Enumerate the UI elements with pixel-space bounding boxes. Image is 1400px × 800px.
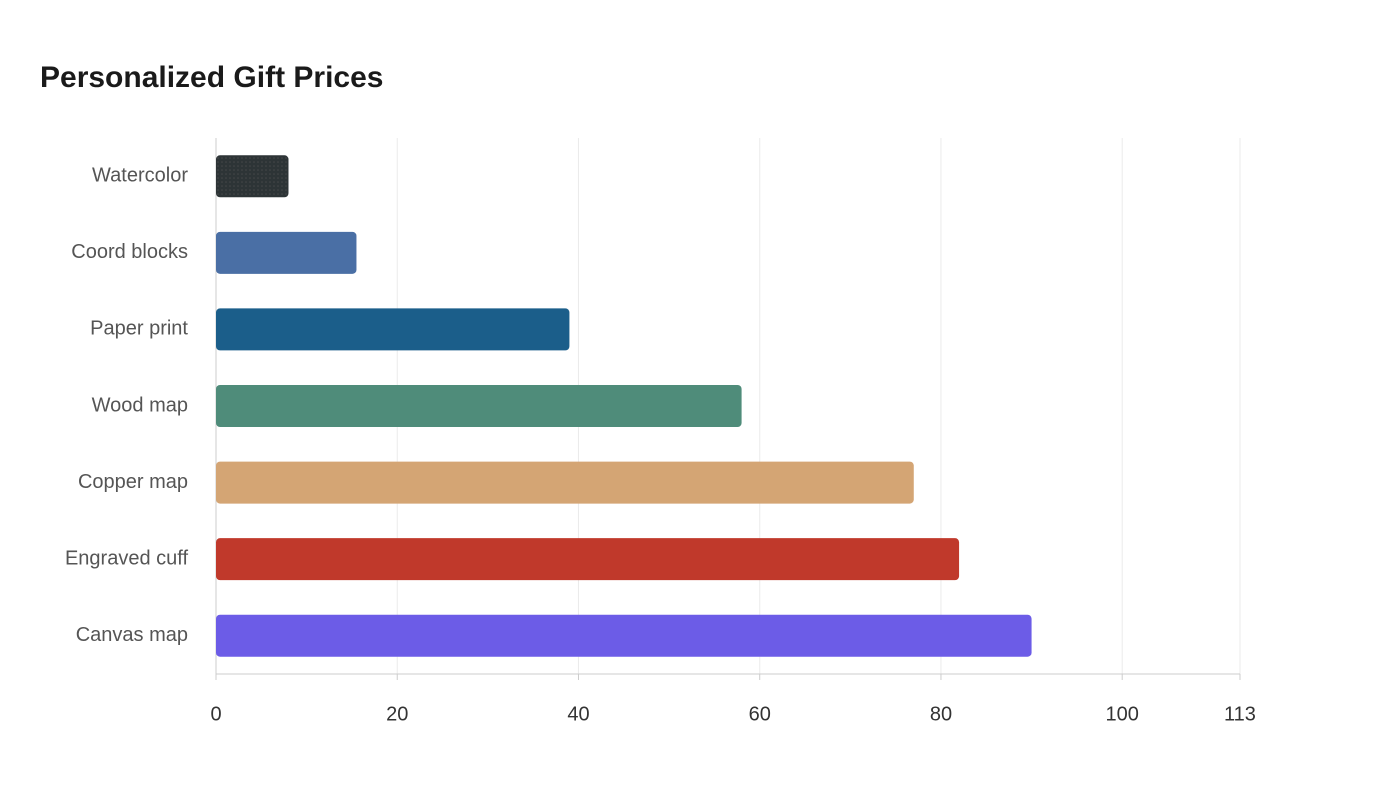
y-tick-label: Canvas map <box>76 624 188 646</box>
bar <box>216 231 357 274</box>
x-tick-label: 40 <box>567 703 589 725</box>
bar <box>216 461 914 504</box>
y-tick-label: Wood map <box>92 394 188 416</box>
y-tick-label: Engraved cuff <box>65 547 188 569</box>
x-tick-label: 80 <box>930 703 952 725</box>
y-tick-label: Coord blocks <box>71 241 188 263</box>
y-tick-label: Paper print <box>90 318 188 340</box>
bar-pattern <box>216 155 289 198</box>
y-tick-label: Watercolor <box>92 165 188 187</box>
x-tick-label: 60 <box>749 703 771 725</box>
bar <box>216 385 742 427</box>
bar <box>216 308 570 351</box>
bar <box>216 614 1032 657</box>
bar <box>216 538 960 581</box>
y-tick-label: Copper map <box>78 471 188 493</box>
x-tick-label: 20 <box>386 703 408 725</box>
x-tick-label: 113 <box>1224 703 1256 725</box>
chart-title: Personalized Gift Prices <box>40 61 383 94</box>
x-tick-label: 100 <box>1106 703 1139 725</box>
x-tick-label: 0 <box>210 703 221 725</box>
